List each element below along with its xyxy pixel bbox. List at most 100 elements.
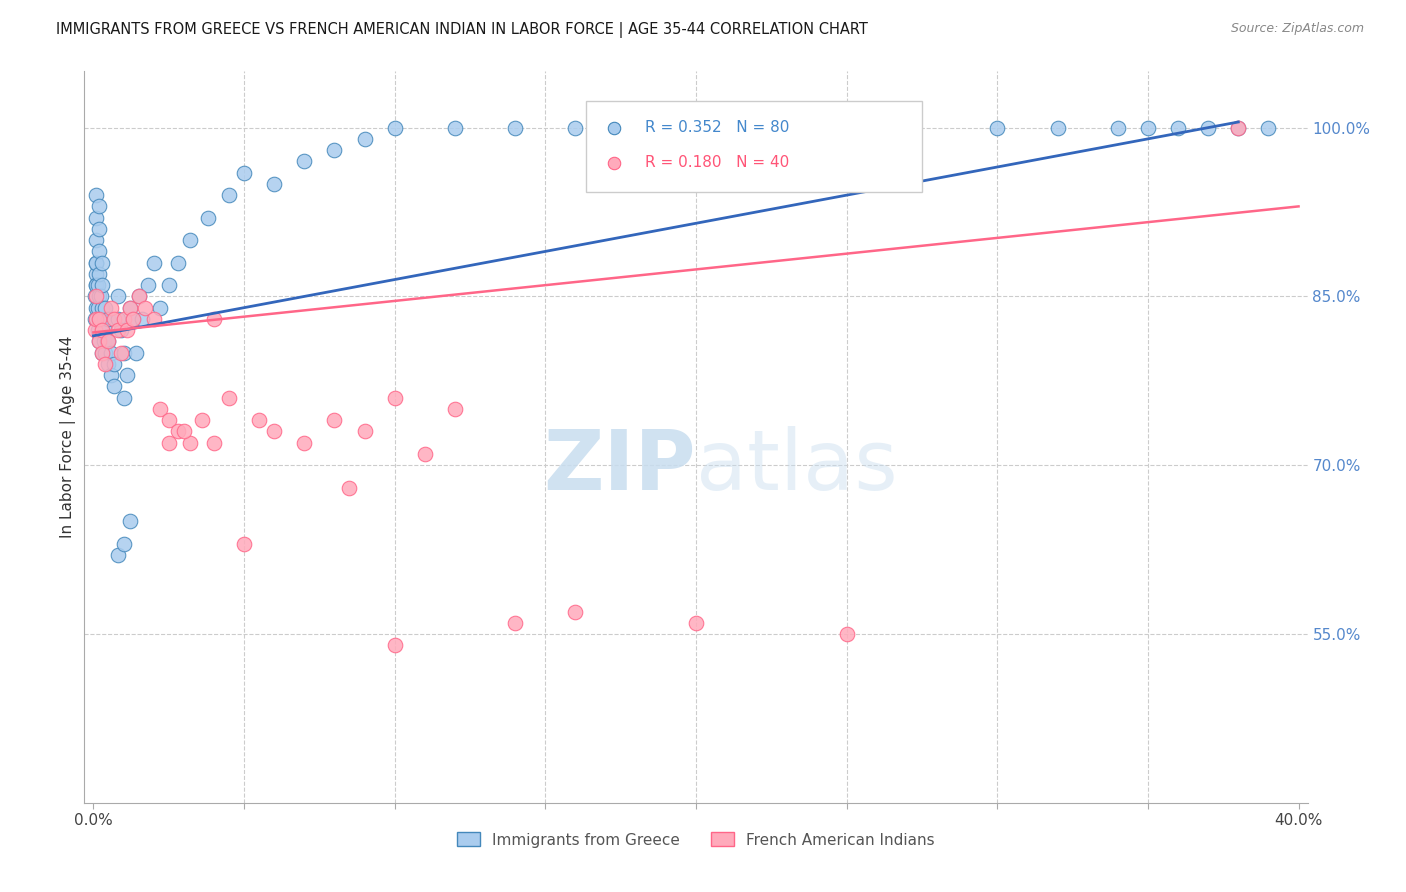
Point (107, 312, 129, 326)
Point (86, 188, 108, 202)
Point (96, 334, 118, 349)
Point (986, 120, 1008, 135)
Point (89, 334, 111, 349)
Point (91, 323, 114, 337)
Point (94, 301, 117, 315)
Point (134, 301, 156, 315)
Point (1227, 120, 1250, 135)
Point (685, 120, 707, 135)
Point (84, 289, 107, 303)
Point (685, 615, 707, 630)
Point (292, 154, 315, 169)
Point (112, 537, 135, 551)
Point (91, 278, 114, 293)
Point (136, 278, 159, 293)
Point (384, 391, 406, 405)
Point (384, 120, 406, 135)
Point (100, 345, 122, 359)
Point (115, 323, 138, 337)
Point (94, 345, 117, 359)
Point (503, 120, 526, 135)
Point (131, 312, 153, 326)
Point (1257, 120, 1279, 135)
Point (1107, 120, 1129, 135)
Point (110, 323, 132, 337)
Point (263, 177, 285, 191)
Point (91, 345, 114, 359)
Point (1386, 207, 1406, 221)
Point (166, 425, 188, 439)
Point (86, 312, 108, 326)
Point (118, 515, 141, 529)
Point (202, 435, 225, 450)
Point (202, 312, 225, 326)
Point (91, 301, 114, 315)
Point (100, 368, 122, 383)
Point (353, 425, 375, 439)
Point (89, 334, 111, 349)
Text: R = 0.352   N = 80: R = 0.352 N = 80 (644, 120, 789, 136)
Point (233, 537, 256, 551)
Point (292, 435, 315, 450)
Point (247, 413, 270, 427)
Text: R = 0.180   N = 40: R = 0.180 N = 40 (644, 155, 789, 170)
Point (179, 233, 201, 247)
Point (173, 425, 195, 439)
Point (107, 289, 129, 303)
Point (149, 401, 172, 416)
Point (1197, 120, 1219, 135)
Point (86, 278, 108, 293)
Point (121, 312, 143, 326)
Point (835, 627, 858, 641)
Point (745, 120, 768, 135)
Point (84, 255, 107, 269)
Point (1046, 120, 1069, 135)
Point (218, 391, 240, 405)
Point (218, 188, 240, 202)
Point (87, 278, 110, 293)
Point (90, 289, 112, 303)
Text: IMMIGRANTS FROM GREECE VS FRENCH AMERICAN INDIAN IN LABOR FORCE | AGE 35-44 CORR: IMMIGRANTS FROM GREECE VS FRENCH AMERICA… (56, 22, 868, 38)
Point (103, 357, 125, 371)
Point (339, 481, 361, 495)
Point (197, 211, 219, 225)
Point (112, 345, 135, 359)
FancyBboxPatch shape (586, 101, 922, 192)
Point (118, 301, 141, 315)
Point (97, 357, 120, 371)
Point (112, 312, 135, 326)
Point (93, 334, 115, 349)
Point (444, 120, 467, 135)
Point (191, 413, 214, 427)
Point (1386, 261, 1406, 276)
Point (86, 301, 108, 315)
Point (179, 435, 201, 450)
Point (353, 132, 375, 146)
Point (89, 199, 111, 213)
Point (157, 413, 180, 427)
Point (413, 447, 436, 461)
Point (87, 323, 110, 337)
Point (564, 605, 586, 619)
Point (84, 278, 107, 293)
Point (103, 379, 125, 393)
Point (97, 312, 120, 326)
Point (89, 312, 111, 326)
Point (91, 255, 114, 269)
Text: Source: ZipAtlas.com: Source: ZipAtlas.com (1230, 22, 1364, 36)
Point (103, 312, 125, 326)
Point (121, 312, 143, 326)
Point (90, 312, 112, 326)
Point (503, 615, 526, 630)
Point (142, 312, 165, 326)
Point (97, 334, 120, 349)
Y-axis label: In Labor Force | Age 35-44: In Labor Force | Age 35-44 (60, 336, 76, 538)
Point (86, 211, 108, 225)
Point (166, 255, 188, 269)
Text: ZIP: ZIP (544, 425, 696, 507)
Point (128, 289, 150, 303)
Point (323, 413, 346, 427)
Text: atlas: atlas (696, 425, 897, 507)
Point (91, 345, 114, 359)
Point (142, 255, 165, 269)
